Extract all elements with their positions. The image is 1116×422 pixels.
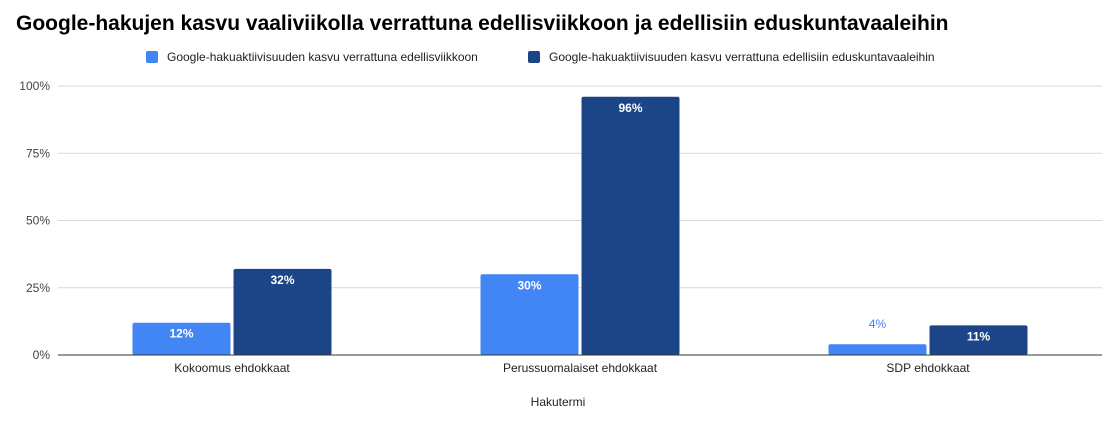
data-label: 30%: [517, 278, 541, 292]
bar[interactable]: [581, 96, 680, 355]
bar[interactable]: [480, 274, 579, 355]
legend-item-week[interactable]: Google-hakuaktiivisuuden kasvu verrattun…: [146, 50, 478, 64]
y-tick-label: 0%: [33, 348, 51, 362]
y-tick-label: 25%: [26, 281, 50, 295]
bar[interactable]: [828, 344, 927, 355]
x-tick-label: Kokoomus ehdokkaat: [174, 361, 290, 375]
legend-label-week: Google-hakuaktiivisuuden kasvu verrattun…: [167, 50, 478, 64]
bar[interactable]: [132, 322, 231, 355]
y-tick-label: 50%: [26, 214, 50, 228]
legend-swatch-week: [146, 51, 158, 63]
x-tick-label: SDP ehdokkaat: [886, 361, 970, 375]
data-label: 4%: [869, 317, 887, 331]
bar[interactable]: [233, 268, 332, 355]
y-tick-label: 75%: [26, 146, 50, 160]
legend-item-elections[interactable]: Google-hakuaktiivisuuden kasvu verrattun…: [528, 50, 935, 64]
data-label: 11%: [967, 329, 991, 343]
x-tick-label: Perussuomalaiset ehdokkaat: [503, 361, 658, 375]
data-label: 32%: [270, 273, 294, 287]
legend-label-elections: Google-hakuaktiivisuuden kasvu verrattun…: [549, 50, 935, 64]
chart-title: Google-hakujen kasvu vaaliviikolla verra…: [16, 12, 949, 35]
bar[interactable]: [929, 325, 1028, 355]
legend: Google-hakuaktiivisuuden kasvu verrattun…: [0, 50, 1116, 70]
legend-swatch-elections: [528, 51, 540, 63]
y-tick-label: 100%: [19, 79, 50, 93]
x-axis-title: Hakutermi: [530, 395, 586, 409]
data-label: 96%: [618, 101, 642, 115]
data-label: 12%: [169, 327, 193, 341]
